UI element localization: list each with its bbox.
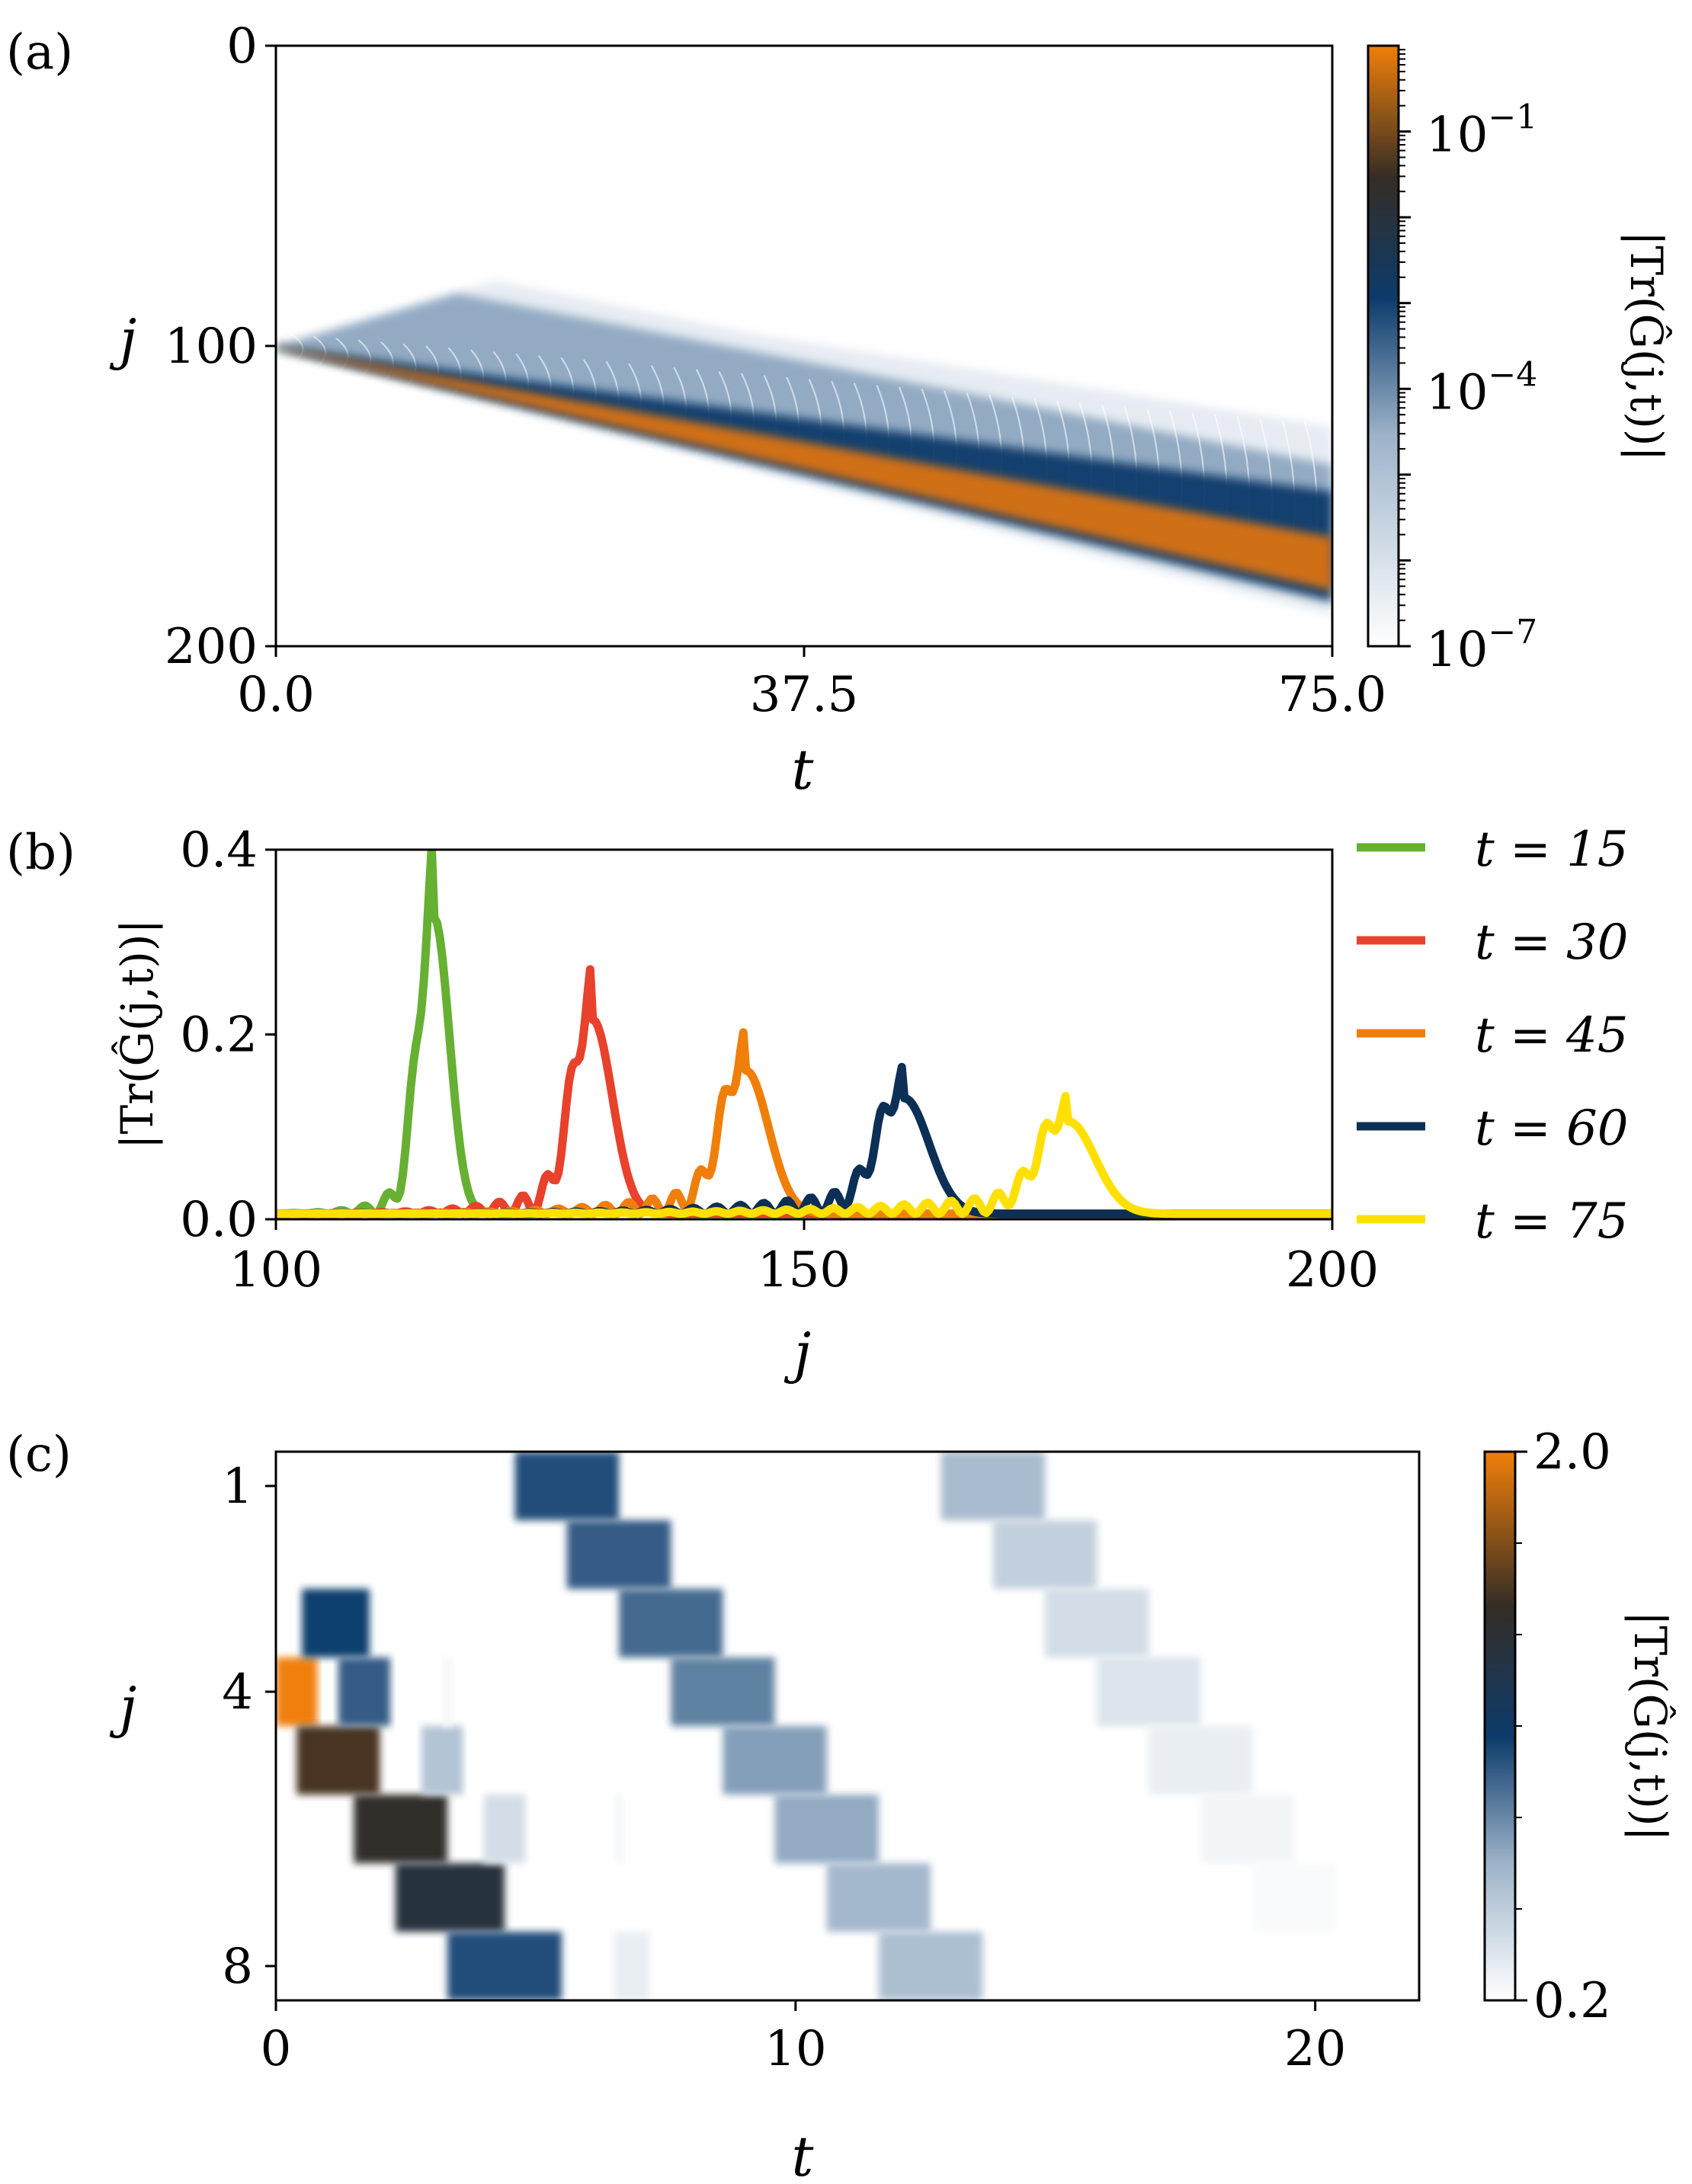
xtick-label-c-1: 10 [764,2021,826,2077]
block-j6-4 [354,1795,447,1863]
ytick-label-a-2: 200 [165,619,258,675]
heatmap-a-dark-band [276,346,1332,602]
colorbar-c-label: |Tr(Ĝ(j,t))| [1624,1611,1676,1841]
block-j5-7 [421,1726,463,1795]
ylabel-a: j [109,307,136,371]
block-j4-0 [276,1657,318,1726]
ytick-label-b-1: 0.2 [180,1007,258,1064]
ytick-label-a-1: 100 [165,319,258,375]
block-j1-12 [514,1452,619,1520]
ylabel-b: |Tr(Ĝ(j,t))| [111,919,163,1149]
xtick-label-b-0: 100 [229,1242,322,1299]
xlabel-b: j [784,1321,811,1385]
series-line-15 [276,850,544,1218]
block-j4-3 [338,1657,390,1726]
heatmap-c [276,1452,1336,2000]
xtick-label-b-1: 150 [758,1242,851,1299]
legend-label-15: t = 15 [1475,821,1628,878]
block-j4-23 [1097,1657,1201,1726]
ytick-label-c-0: 1 [222,1459,253,1515]
series-line-45 [276,1028,1332,1218]
ytick-label-b-0: 0.0 [180,1192,258,1248]
axes-a: 0.0 37.5 75.0 0 100 200 [165,18,1386,723]
block-j5-2 [296,1726,380,1795]
xtick-label-a-0: 0.0 [237,667,315,723]
panel-c-label: (c) [6,1427,72,1483]
ytick-label-b-2: 0.4 [180,822,258,879]
block-j8-6 [447,1932,562,2000]
block-j6-17 [774,1795,879,1863]
block-j2-13 [566,1520,671,1589]
colorbar-a-ticks: 10−1 10−4 10−7 [1399,49,1537,678]
panel-a-label: (a) [6,24,73,81]
block-j3-1 [302,1589,370,1657]
block-j3-14 [619,1589,723,1657]
ytick-label-c-1: 4 [222,1664,253,1721]
xtick-label-b-2: 200 [1286,1242,1379,1299]
heatmap-a [276,280,1332,616]
cb-a-ticklabel-0: 10−1 [1426,98,1537,164]
block-j7-18 [826,1863,931,1932]
series-line-60 [276,1062,1332,1218]
colorbar-a-label: |Tr(Ĝ(j,t))| [1620,231,1672,461]
heatmap-a-front [276,347,1332,591]
xtick-label-c-2: 20 [1284,2021,1346,2077]
xtick-label-c-0: 0 [261,2021,292,2077]
block-j7-5 [395,1863,505,1932]
block-j8-9 [614,1932,650,2000]
block-j6-25 [1200,1795,1295,1863]
block-j2-21 [992,1520,1098,1589]
ylabel-c: j [109,1675,136,1739]
block-j6-8 [483,1795,526,1863]
block-j4-15 [671,1657,775,1726]
xlabel-a: t [792,738,815,802]
colorbar-a [1367,44,1400,648]
legend-label-60: t = 60 [1475,1100,1628,1157]
colorbar-c [1483,1450,1517,2002]
cb-c-ticklabel-1: 0.2 [1533,1973,1611,2029]
panel-b: (b) 100 150 200 0.0 0.2 0.4 j |Tr(Ĝ(j,t))| t … [6,821,1628,1385]
block-j4-10 [442,1657,453,1726]
block-j8-19 [878,1932,983,2000]
block-j6-11 [614,1795,624,1863]
cb-c-ticklabel-0: 2.0 [1533,1424,1611,1481]
block-j5-16 [723,1726,827,1795]
legend-label-45: t = 45 [1475,1007,1628,1064]
cb-a-ticklabel-1: 10−4 [1426,355,1537,421]
legend-label-75: t = 75 [1475,1193,1628,1250]
cb-a-ticklabel-2: 10−7 [1426,613,1537,678]
xlabel-c: t [792,2125,815,2184]
ripple-a-2 [312,335,327,370]
ytick-label-c-2: 8 [222,1939,253,1995]
plot-frame-c [274,1450,1421,2002]
ripple-a-1 [290,333,304,364]
xtick-label-a-1: 37.5 [750,667,859,723]
legend-label-30: t = 30 [1475,914,1628,971]
ytick-label-a-0: 0 [226,18,258,75]
block-j1-20 [941,1452,1046,1520]
panel-b-label: (b) [6,825,75,881]
block-j7-26 [1252,1863,1336,1932]
block-j3-22 [1045,1589,1149,1657]
block-j5-24 [1149,1726,1253,1795]
xtick-label-a-2: 75.0 [1278,667,1387,723]
axes-b: 100 150 200 0.0 0.2 0.4 [180,822,1379,1299]
series-line-30 [276,965,1332,1218]
lines-b [276,850,1332,1218]
legend-b: t = 15 t = 30 t = 45 t = 60 t = 75 [1357,821,1628,1250]
series-line-75 [276,1092,1332,1218]
colorbar-c-ticks: 2.0 0.2 [1515,1424,1611,2029]
